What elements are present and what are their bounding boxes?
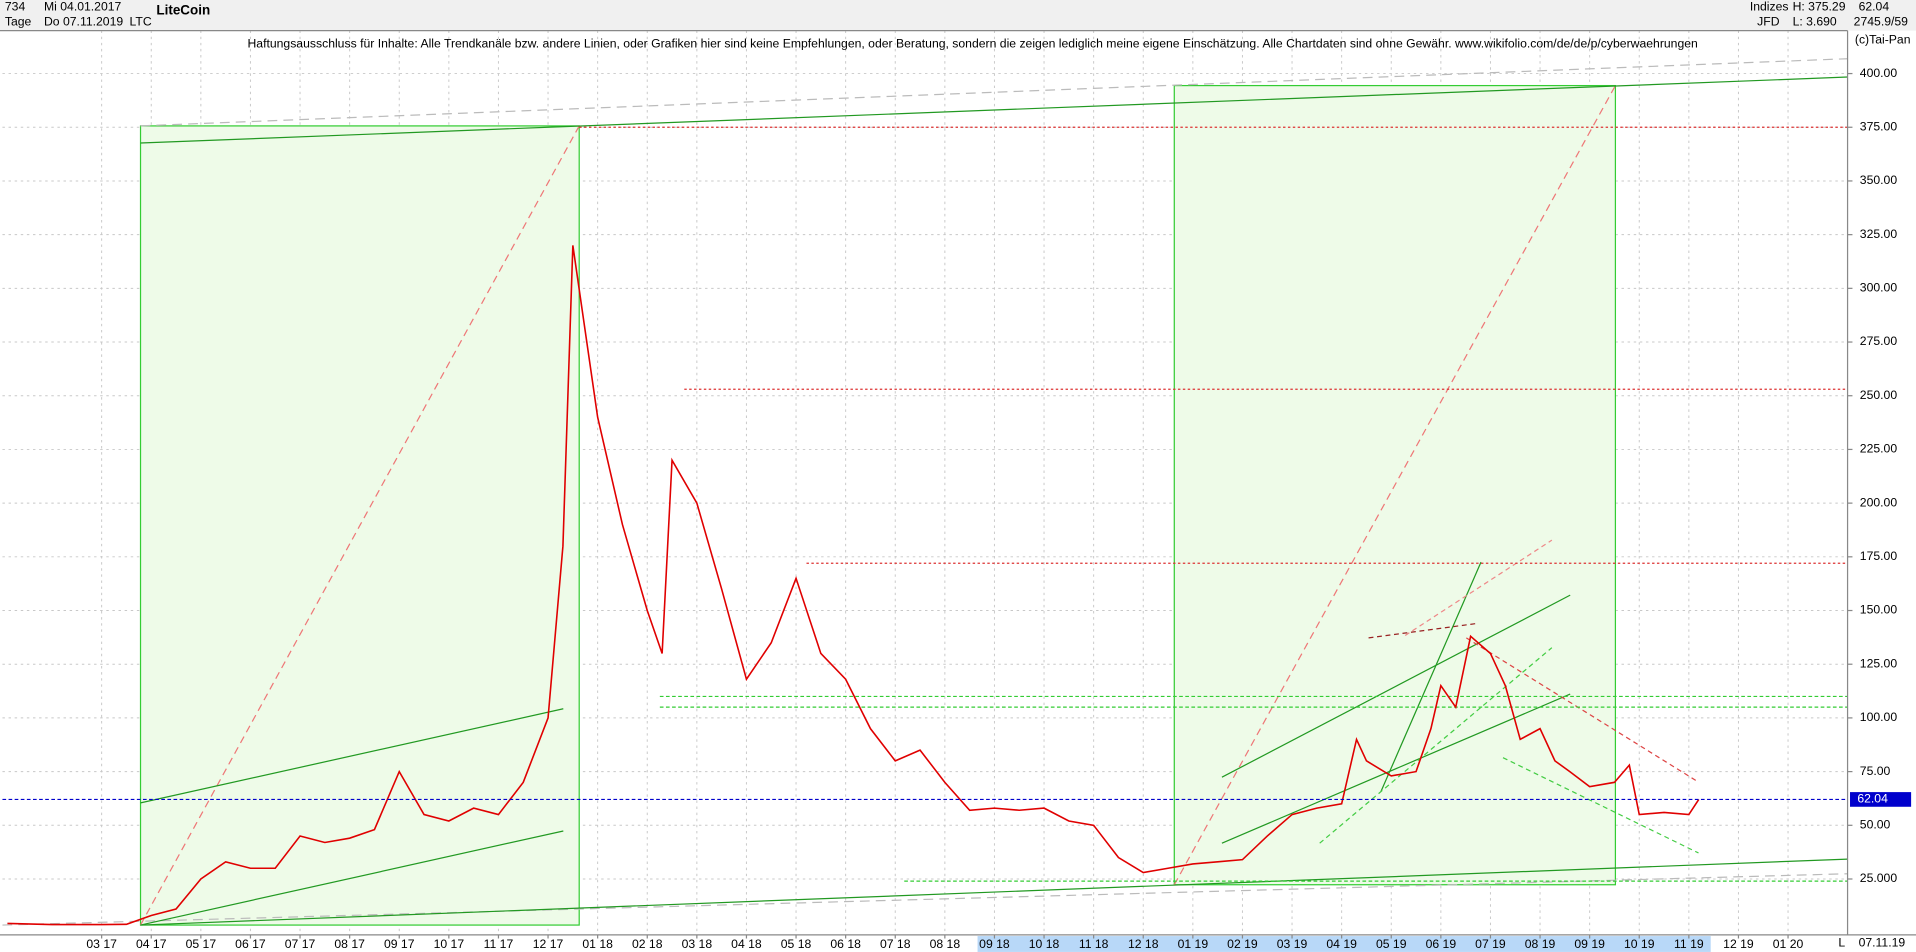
- chart-title: LiteCoin: [156, 3, 210, 18]
- symbol: LTC: [130, 14, 152, 28]
- y-tick-label: 275.00: [1860, 334, 1898, 348]
- trend-line: [140, 708, 564, 804]
- y-tick-label: 25.000: [1860, 871, 1898, 885]
- last-price-box: [1850, 792, 1912, 807]
- range-highlight: [977, 936, 1711, 952]
- exchange: JFD: [1757, 14, 1780, 28]
- y-tick-label: 50.00: [1860, 818, 1891, 832]
- copyright: (c)Tai-Pan: [1855, 33, 1911, 47]
- diagonal: [1173, 85, 1616, 886]
- y-tick-label: 150.00: [1860, 603, 1898, 617]
- x-tick-label: 01 19: [1178, 937, 1209, 951]
- x-tick-label: 12 19: [1723, 937, 1754, 951]
- y-tick-label: 125.00: [1860, 656, 1898, 670]
- x-tick-label: 11 19: [1674, 937, 1704, 951]
- x-tick-label: 03 18: [682, 937, 713, 951]
- trend-line: [1368, 622, 1479, 639]
- trend-line: [1404, 539, 1553, 636]
- x-tick-label: 05 17: [186, 937, 217, 951]
- plot: [2, 245, 1848, 926]
- y-tick-label: 400.00: [1860, 66, 1898, 80]
- x-tick-label: 02 19: [1227, 937, 1258, 951]
- current-date: 07.11.19: [1859, 936, 1906, 950]
- y-tick-label: 75.00: [1860, 764, 1891, 778]
- last-price-label: 62.04: [1857, 792, 1888, 806]
- x-tick-label: 04 17: [136, 937, 167, 951]
- x-tick-label: 04 18: [731, 937, 762, 951]
- x-tick-label: 08 19: [1525, 937, 1556, 951]
- x-tick-label: 07 17: [285, 937, 316, 951]
- x-tick-label: 10 19: [1624, 937, 1655, 951]
- x-tick-label: 06 17: [235, 937, 266, 951]
- y-tick-label: 325.00: [1860, 227, 1898, 241]
- x-tick-label: 08 18: [930, 937, 961, 951]
- y-tick-label: 250.00: [1860, 388, 1898, 402]
- annotation: Haftungsausschluss für Inhalte: Alle Tre…: [247, 36, 1697, 50]
- x-tick-label: 10 18: [1029, 937, 1060, 951]
- x-tick-label: 04 19: [1326, 937, 1357, 951]
- x-tick-label: 11 17: [484, 937, 514, 951]
- trend-line: [140, 76, 1848, 144]
- count[interactable]: 734: [5, 0, 26, 14]
- x-tick-label: 09 19: [1574, 937, 1605, 951]
- x-tick-label: 05 18: [781, 937, 812, 951]
- y-tick-label: 200.00: [1860, 495, 1898, 509]
- axes: 25.000 50.00 75.00 100.00 125.00 150.00 175.00…: [86, 66, 1912, 951]
- gray-line: [2, 873, 1848, 926]
- diagonal: [139, 125, 580, 926]
- high: H: 375.29: [1793, 0, 1846, 14]
- trend-line: [1221, 693, 1571, 844]
- market: Indizes: [1750, 0, 1789, 14]
- y-tick-label: 350.00: [1860, 173, 1898, 187]
- x-tick-label: 08 17: [334, 937, 365, 951]
- y-tick-label: 175.00: [1860, 549, 1898, 563]
- trend-line: [1380, 561, 1482, 793]
- x-tick-label: 12 17: [533, 937, 564, 951]
- x-tick-label: 07 19: [1475, 937, 1506, 951]
- trend-line: [1466, 637, 1699, 783]
- trend-line: [1502, 757, 1699, 854]
- levels: [579, 126, 1848, 882]
- interval[interactable]: Tage: [5, 14, 32, 28]
- trend-line: [1221, 594, 1571, 778]
- y-tick-label: 300.00: [1860, 281, 1898, 295]
- y-tick-label: 225.00: [1860, 442, 1898, 456]
- x-tick-label: 11 18: [1079, 937, 1109, 951]
- x-tick-label: 02 18: [632, 937, 663, 951]
- start-date: Mi 04.01.2017: [44, 0, 122, 14]
- low: L: 3.690: [1793, 14, 1837, 28]
- price-line: [7, 245, 1700, 926]
- y-tick-label: 375.00: [1860, 119, 1898, 133]
- x-tick-label: 09 18: [979, 937, 1010, 951]
- last: 62.04: [1859, 0, 1890, 14]
- x-tick-label: 05 19: [1376, 937, 1407, 951]
- y-tick-label: 100.00: [1860, 710, 1898, 724]
- x-tick-label: 01 20: [1773, 937, 1804, 951]
- x-tick-label: 06 18: [830, 937, 861, 951]
- trend-line: [140, 858, 1848, 926]
- trend-line: [1319, 647, 1553, 844]
- end-axis-label: L: [1838, 936, 1845, 950]
- drawings: [2, 58, 1848, 926]
- end-date: Do 07.11.2019: [44, 14, 123, 28]
- x-tick-label: 09 17: [384, 937, 415, 951]
- x-tick-label: 06 19: [1426, 937, 1457, 951]
- x-tick-label: 12 18: [1128, 937, 1159, 951]
- x-tick-label: 03 19: [1277, 937, 1308, 951]
- x-tick-label: 03 17: [86, 937, 117, 951]
- info: 2745.9/59: [1854, 14, 1909, 28]
- trend-line: [140, 830, 564, 926]
- x-tick-label: 10 17: [434, 937, 465, 951]
- x-tick-label: 01 18: [582, 937, 613, 951]
- header-bar: [0, 0, 1916, 31]
- x-tick-label: 07 18: [880, 937, 911, 951]
